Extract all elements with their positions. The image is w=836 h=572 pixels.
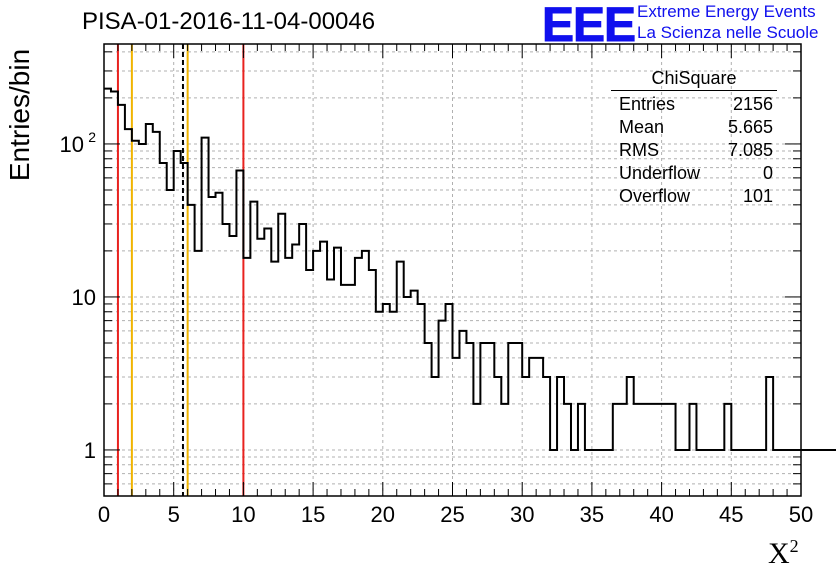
x-tick-label: 15 [301, 502, 325, 527]
stats-value: 7.085 [727, 140, 773, 160]
histogram-series [104, 87, 836, 451]
stats-key: Entries [619, 94, 676, 114]
x-axis-label-base: Χ [768, 537, 790, 570]
stats-title: ChiSquare [611, 66, 777, 91]
stats-value: 0 [762, 163, 773, 183]
eee-logo: EEE [541, 0, 636, 53]
reference-lines [116, 44, 245, 496]
logo-subtitle-1: Extreme Energy Events [637, 2, 816, 21]
x-tick-label: 30 [510, 502, 534, 527]
stats-value: 2156 [732, 94, 773, 114]
stats-row-mean: Mean 5.665 [611, 116, 777, 139]
logo-subtitle-2: La Scienza nelle Scuole [637, 23, 819, 42]
stats-row-overflow: Overflow 101 [611, 185, 777, 208]
stats-value: 5.665 [727, 117, 773, 137]
y-tick-label: 10 [72, 285, 96, 310]
stats-row-rms: RMS 7.085 [611, 139, 777, 162]
x-tick-label: 0 [98, 502, 110, 527]
x-tick-label: 5 [168, 502, 180, 527]
y-tick-label-exponent: 2 [88, 129, 96, 145]
x-tick-label: 40 [649, 502, 673, 527]
stats-key: Underflow [619, 163, 701, 183]
stats-row-entries: Entries 2156 [611, 93, 777, 116]
histogram-line [104, 87, 836, 451]
x-tick-label: 45 [719, 502, 743, 527]
x-axis-label: Χ2 [768, 536, 799, 571]
y-tick-label: 1 [84, 438, 96, 463]
x-tick-label: 25 [440, 502, 464, 527]
stats-key: RMS [619, 140, 659, 160]
x-tick-label: 20 [371, 502, 395, 527]
stats-key: Mean [619, 117, 665, 137]
y-axis-label: Entries/bin [4, 48, 35, 182]
stats-value: 101 [742, 186, 773, 206]
x-tick-label: 50 [789, 502, 813, 527]
stats-box: ChiSquare Entries 2156 Mean 5.665 RMS 7.… [611, 66, 777, 208]
x-tick-label: 10 [231, 502, 255, 527]
stats-row-underflow: Underflow 0 [611, 162, 777, 185]
y-tick-label: 10 [60, 132, 84, 157]
x-axis-label-superscript: 2 [789, 536, 799, 556]
x-tick-label: 35 [580, 502, 604, 527]
run-title: PISA-01-2016-11-04-00046 [82, 8, 376, 35]
stats-key: Overflow [619, 186, 691, 206]
